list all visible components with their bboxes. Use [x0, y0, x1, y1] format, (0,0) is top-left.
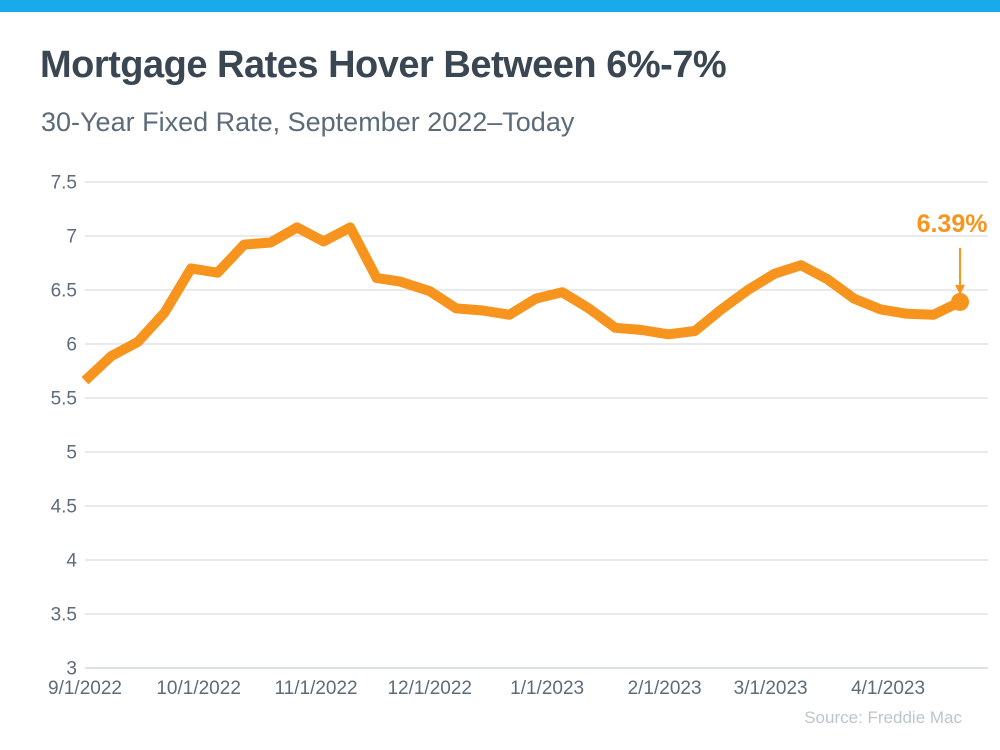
annotation: 6.39%	[917, 210, 988, 295]
x-tick-label: 4/1/2023	[851, 678, 925, 699]
latest-point-marker	[951, 292, 970, 311]
page-subtitle: 30-Year Fixed Rate, September 2022–Today	[41, 107, 575, 137]
y-tick-label: 7	[66, 227, 77, 248]
x-tick-label: 2/1/2023	[628, 678, 702, 699]
top-accent-bar	[0, 0, 1000, 12]
x-tick-label: 11/1/2022	[275, 678, 358, 699]
rate-line-series	[81, 222, 963, 385]
x-tick-label: 3/1/2023	[734, 678, 808, 699]
y-tick-label: 6.5	[51, 281, 77, 302]
gridlines	[85, 181, 988, 669]
annotation-label: 6.39%	[917, 210, 988, 238]
y-tick-label: 4.5	[51, 497, 77, 518]
page-title: Mortgage Rates Hover Between 6%-7%	[40, 44, 727, 86]
mortgage-rate-line-chart: 7.5 7 6.5 6 5.5 5 4.5 4 3.5 39/1/2022 10/1/2022 11/…	[48, 173, 988, 699]
y-tick-label: 3	[66, 659, 77, 680]
y-tick-label: 7.5	[51, 173, 77, 194]
y-axis-labels: 7.5 7 6.5 6 5.5 5 4.5 4 3.5 3	[51, 173, 78, 680]
x-tick-label: 1/1/2023	[510, 678, 584, 699]
annotation-arrowhead	[955, 284, 966, 295]
x-tick-label: 9/1/2022	[48, 678, 122, 699]
y-tick-label: 3.5	[51, 605, 77, 626]
x-axis-labels: 9/1/2022 10/1/2022 11/1/2022 12/1/2022 1/1/2…	[48, 678, 925, 699]
y-tick-label: 6	[66, 335, 77, 356]
y-tick-label: 4	[66, 551, 77, 572]
x-tick-label: 10/1/2022	[156, 678, 241, 699]
y-tick-label: 5	[66, 443, 77, 464]
y-tick-label: 5.5	[51, 389, 77, 410]
x-tick-label: 12/1/2022	[387, 678, 472, 699]
source-credit: Source: Freddie Mac	[804, 708, 962, 727]
